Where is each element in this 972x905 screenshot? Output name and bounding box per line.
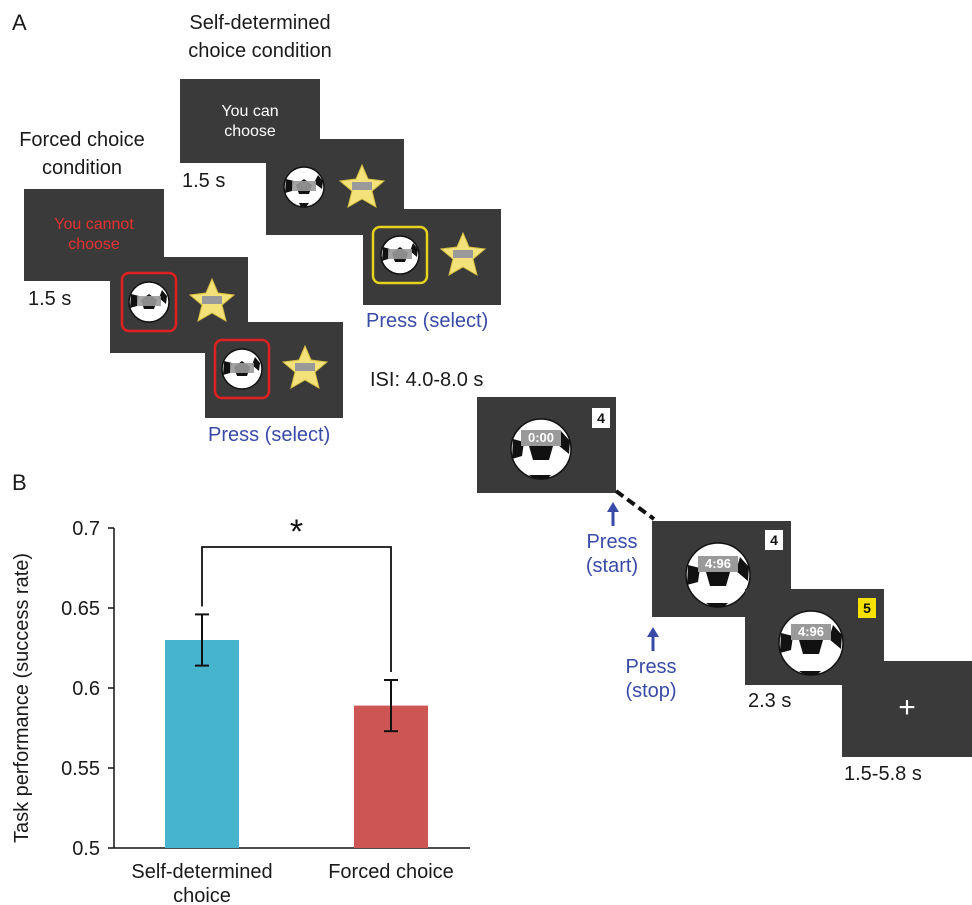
bar-self-determined (165, 640, 239, 848)
timer-start: 0:00 (527, 430, 555, 445)
timer-box (521, 430, 561, 446)
press-start-arrow-icon (607, 502, 619, 526)
forced-highlight (213, 338, 271, 400)
timer-box (791, 624, 831, 640)
panel-b-letter: B (12, 470, 27, 495)
bar-chart: 0.5 0.55 0.6 0.65 0.7 Self-determined choice F… (11, 513, 470, 905)
timer-result: 4:96 (797, 624, 825, 639)
y-tick-label: 0.6 (72, 678, 100, 700)
task-start-graphics (510, 418, 572, 480)
forced-condition-label: Forced choice condition (19, 129, 145, 179)
press-stop-arrow-icon (647, 627, 659, 651)
timer-stop: 4:96 (704, 556, 732, 571)
forced-options-graphics (120, 271, 236, 333)
forced-cue-text: You cannot choose (54, 216, 134, 253)
timer-box (698, 556, 738, 572)
y-axis-label: Task performance (success rate) (11, 553, 33, 843)
self-condition-label: Self-determined choice condition (188, 12, 332, 62)
task-stop-graphics (685, 542, 751, 608)
press-stop-label: Press (stop) (625, 656, 677, 702)
panel-a-letter: A (12, 10, 27, 35)
y-tick-label: 0.5 (72, 838, 100, 860)
soccer-ball-icon (283, 166, 325, 208)
star-icon (338, 163, 386, 209)
forced-cue-duration: 1.5 s (28, 288, 72, 310)
forced-selection-screen (205, 322, 343, 418)
y-tick-label: 0.55 (61, 758, 100, 780)
self-selection-screen (363, 209, 501, 305)
forced-highlight (120, 271, 178, 333)
press-start-label: Press (start) (585, 531, 639, 577)
press-select-self: Press (select) (366, 310, 489, 332)
trial-counter: 4 (592, 408, 610, 428)
soccer-ball-icon (128, 281, 170, 323)
selection-highlight (371, 225, 429, 285)
feedback-screen: 4:96 5 (745, 589, 884, 685)
self-cue-duration: 1.5 s (182, 170, 226, 192)
star-icon (281, 344, 329, 390)
soccer-ball-icon (380, 235, 420, 275)
isi-label: ISI: 4.0-8.0 s (370, 369, 484, 391)
star-icon (439, 231, 487, 277)
trial-counter: 4 (765, 530, 783, 550)
soccer-ball-icon (778, 610, 844, 676)
y-tick-label: 0.7 (72, 518, 100, 540)
fixation-duration: 1.5-5.8 s (844, 763, 922, 785)
significance-marker: * (290, 513, 303, 551)
significance-bracket (201, 546, 392, 672)
y-tick-label: 0.65 (61, 598, 100, 620)
star-icon (188, 277, 236, 323)
fixation-cross-icon: + (898, 691, 916, 724)
self-cue-text: You can choose (221, 103, 279, 140)
soccer-ball-icon (510, 418, 572, 480)
task-start-screen: 0:00 4 (477, 397, 616, 493)
dashed-connector (614, 489, 656, 521)
x-category-label: Forced choice (328, 861, 454, 883)
self-options-graphics (283, 163, 386, 209)
fixation-screen: + (842, 661, 972, 757)
soccer-ball-icon (221, 348, 263, 390)
press-select-forced: Press (select) (208, 424, 331, 446)
soccer-ball-icon (685, 542, 751, 608)
x-category-label: Self-determined choice (131, 861, 272, 905)
forced-selection-graphics (213, 338, 329, 400)
self-selection-graphics (371, 225, 487, 285)
feedback-duration: 2.3 s (748, 690, 792, 712)
feedback-graphics (778, 610, 844, 676)
trial-counter-updated: 5 (858, 598, 876, 618)
self-choice-cue-screen: You can choose (180, 79, 320, 163)
